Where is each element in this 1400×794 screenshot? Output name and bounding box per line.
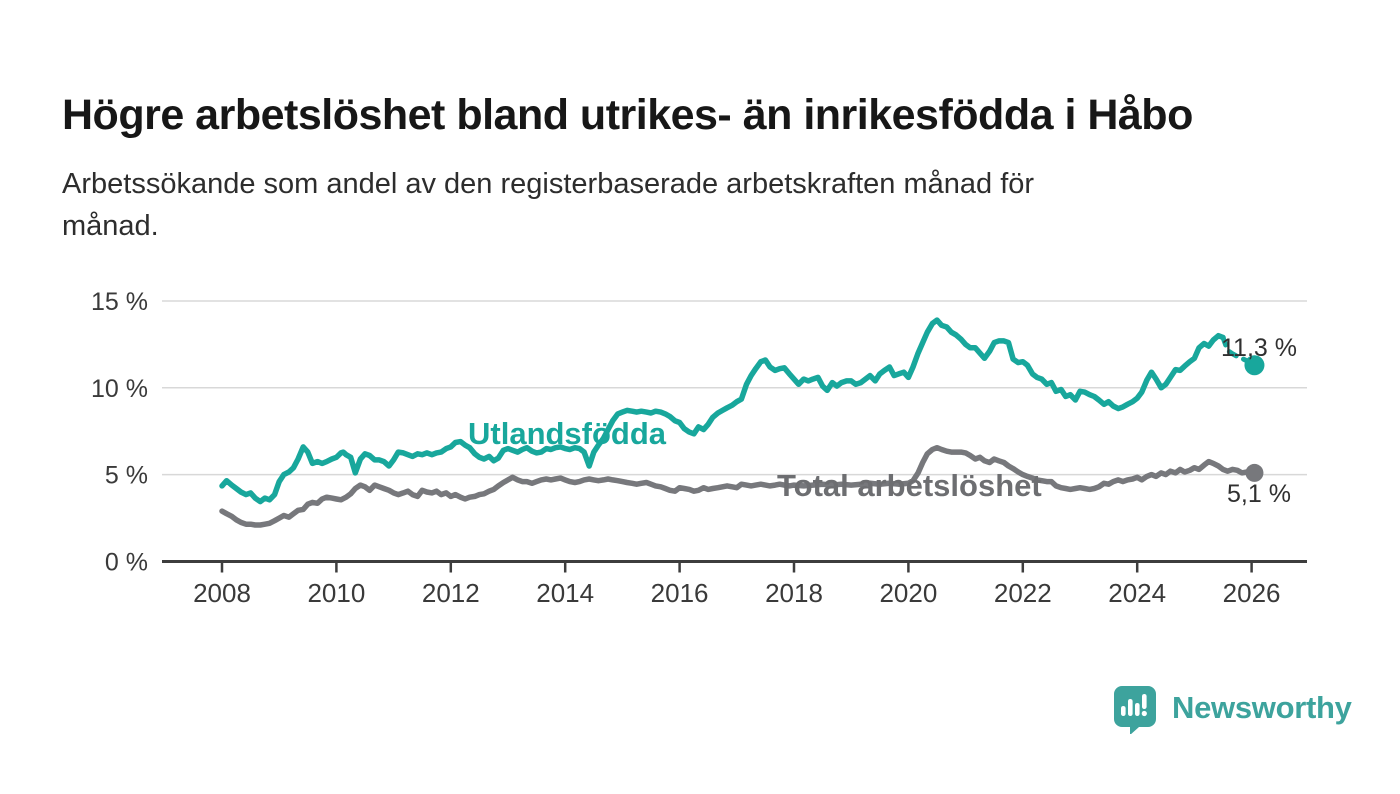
series-line-utlandsfodda — [219, 317, 1226, 505]
end-dot-utlandsfodda — [1244, 355, 1265, 376]
x-axis-label-2016: 2016 — [651, 578, 709, 608]
x-axis-label-2020: 2020 — [879, 578, 937, 608]
newsworthy-logo: Newsworthy — [1112, 682, 1352, 734]
chart-subtitle-line1: Arbetssökande som andel av den registerb… — [62, 168, 1035, 200]
newsworthy-bubble-chart-icon — [1114, 686, 1156, 734]
chart-subtitle-line2: månad. — [62, 210, 159, 242]
x-axis-label-2024: 2024 — [1108, 578, 1166, 608]
x-axis-label-2014: 2014 — [536, 578, 594, 608]
page-title: Högre arbetslöshet bland utrikes- än inr… — [62, 90, 1193, 139]
end-dot-total-arbetsloshet — [1245, 463, 1264, 482]
chart-subtitle: Arbetssökande som andel av den registerb… — [62, 163, 1282, 247]
x-axis-label-2008: 2008 — [193, 578, 251, 608]
newsworthy-wordmark: Newsworthy — [1172, 690, 1352, 725]
x-axis-label-2012: 2012 — [422, 578, 480, 608]
series-line-total-arbetsloshet — [219, 444, 1258, 528]
series-label-total-arbetsloshet: Total arbetslöshet — [777, 468, 1042, 503]
series-label-utlandsfodda: Utlandsfödda — [468, 416, 667, 451]
x-axis-label-2010: 2010 — [307, 578, 365, 608]
x-axis-label-2018: 2018 — [765, 578, 823, 608]
x-axis-label-2022: 2022 — [994, 578, 1052, 608]
y-axis-label-0: 0 % — [105, 549, 148, 577]
y-axis-label-10: 10 % — [91, 375, 148, 403]
unemployment-line-chart: 0 % 5 % 10 % 15 % 2008 2010 2012 2014 2016 2018 20… — [91, 288, 1307, 608]
end-value-label-utlandsfodda: 11,3 % — [1221, 334, 1297, 362]
end-value-label-total-arbetsloshet: 5,1 % — [1227, 480, 1291, 508]
unemployment-chart-container: 0 % 5 % 10 % 15 % 2008 2010 2012 2014 2016 2018 20… — [91, 288, 1307, 608]
y-axis-label-15: 15 % — [91, 288, 148, 316]
y-axis-label-5: 5 % — [105, 462, 148, 490]
x-axis-label-2026: 2026 — [1223, 578, 1281, 608]
